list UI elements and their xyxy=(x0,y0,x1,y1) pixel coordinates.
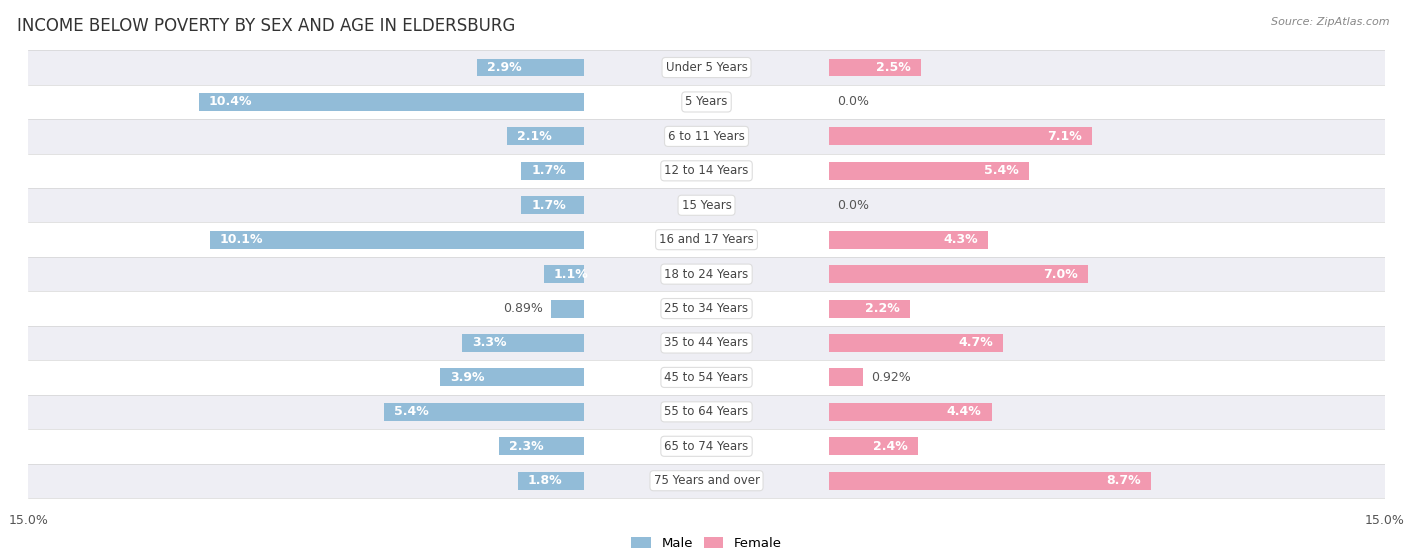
Bar xyxy=(828,265,1088,283)
Text: INCOME BELOW POVERTY BY SEX AND AGE IN ELDERSBURG: INCOME BELOW POVERTY BY SEX AND AGE IN E… xyxy=(17,17,515,35)
Bar xyxy=(198,93,585,111)
Text: 1.8%: 1.8% xyxy=(527,474,562,487)
Text: 45 to 54 Years: 45 to 54 Years xyxy=(665,371,748,384)
Text: 0.0%: 0.0% xyxy=(837,96,869,108)
Text: 25 to 34 Years: 25 to 34 Years xyxy=(665,302,748,315)
Bar xyxy=(828,162,1029,180)
Text: Under 5 Years: Under 5 Years xyxy=(665,61,748,74)
Bar xyxy=(28,222,1385,257)
Legend: Male, Female: Male, Female xyxy=(626,532,787,555)
Bar xyxy=(828,334,1002,352)
Bar xyxy=(28,119,1385,154)
Text: Source: ZipAtlas.com: Source: ZipAtlas.com xyxy=(1271,17,1389,27)
Bar xyxy=(28,395,1385,429)
Text: 5.4%: 5.4% xyxy=(984,164,1019,177)
Bar xyxy=(28,463,1385,498)
Text: 65 to 74 Years: 65 to 74 Years xyxy=(665,440,748,453)
Text: 5 Years: 5 Years xyxy=(685,96,728,108)
Text: 2.4%: 2.4% xyxy=(873,440,907,453)
Text: 35 to 44 Years: 35 to 44 Years xyxy=(665,337,748,349)
Text: 3.3%: 3.3% xyxy=(472,337,506,349)
Text: 2.3%: 2.3% xyxy=(509,440,544,453)
Bar xyxy=(506,127,585,145)
Bar xyxy=(828,368,863,386)
Bar xyxy=(28,188,1385,222)
Text: 4.3%: 4.3% xyxy=(943,233,979,246)
Text: 18 to 24 Years: 18 to 24 Years xyxy=(665,268,748,281)
Bar xyxy=(28,85,1385,119)
Text: 10.1%: 10.1% xyxy=(219,233,263,246)
Bar xyxy=(522,196,585,214)
Text: 2.5%: 2.5% xyxy=(876,61,911,74)
Text: 75 Years and over: 75 Years and over xyxy=(654,474,759,487)
Bar xyxy=(828,59,921,77)
Bar xyxy=(828,231,988,249)
Text: 15 Years: 15 Years xyxy=(682,199,731,212)
Text: 10.4%: 10.4% xyxy=(209,96,253,108)
Text: 4.4%: 4.4% xyxy=(946,405,981,418)
Bar xyxy=(28,50,1385,85)
Bar xyxy=(828,300,910,318)
Text: 0.92%: 0.92% xyxy=(870,371,911,384)
Text: 7.1%: 7.1% xyxy=(1047,130,1081,143)
Bar xyxy=(551,300,585,318)
Bar xyxy=(440,368,585,386)
Text: 0.0%: 0.0% xyxy=(837,199,869,212)
Bar xyxy=(828,127,1092,145)
Bar xyxy=(463,334,585,352)
Text: 12 to 14 Years: 12 to 14 Years xyxy=(664,164,749,177)
Bar xyxy=(28,360,1385,395)
Text: 1.7%: 1.7% xyxy=(531,199,567,212)
Bar xyxy=(384,403,585,421)
Text: 3.9%: 3.9% xyxy=(450,371,485,384)
Text: 6 to 11 Years: 6 to 11 Years xyxy=(668,130,745,143)
Bar xyxy=(517,472,585,490)
Text: 55 to 64 Years: 55 to 64 Years xyxy=(665,405,748,418)
Bar xyxy=(477,59,585,77)
Bar xyxy=(828,437,918,455)
Bar xyxy=(28,291,1385,326)
Bar xyxy=(828,403,991,421)
Text: 2.1%: 2.1% xyxy=(516,130,551,143)
Text: 5.4%: 5.4% xyxy=(394,405,429,418)
Bar xyxy=(209,231,585,249)
Text: 4.7%: 4.7% xyxy=(957,337,993,349)
Bar xyxy=(499,437,585,455)
Bar xyxy=(28,326,1385,360)
Text: 8.7%: 8.7% xyxy=(1107,474,1142,487)
Text: 0.89%: 0.89% xyxy=(503,302,543,315)
Bar xyxy=(544,265,585,283)
Bar xyxy=(522,162,585,180)
Bar xyxy=(28,257,1385,291)
Bar xyxy=(828,472,1152,490)
Bar xyxy=(28,429,1385,463)
Text: 2.9%: 2.9% xyxy=(486,61,522,74)
Text: 7.0%: 7.0% xyxy=(1043,268,1078,281)
Text: 1.1%: 1.1% xyxy=(554,268,589,281)
Text: 2.2%: 2.2% xyxy=(865,302,900,315)
Text: 16 and 17 Years: 16 and 17 Years xyxy=(659,233,754,246)
Text: 1.7%: 1.7% xyxy=(531,164,567,177)
Bar xyxy=(28,154,1385,188)
